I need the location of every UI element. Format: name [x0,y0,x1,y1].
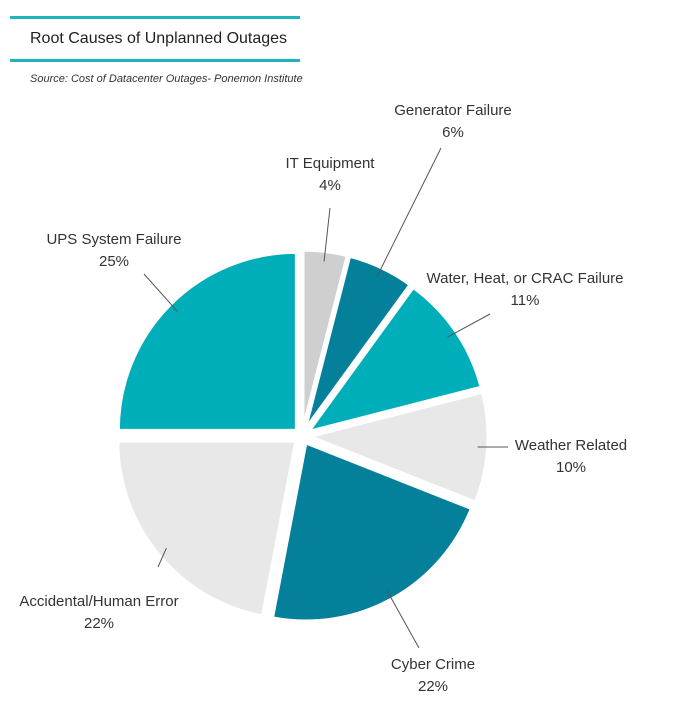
slice-value-label: 25% [99,253,129,270]
leader-line [447,313,491,338]
slice-label: UPS System Failure [46,231,181,248]
slice-label: Generator Failure [394,102,512,119]
pie-slice [116,439,298,618]
title-rule-top [10,16,300,19]
leader-line [323,207,331,262]
slice-value-label: 4% [319,177,341,194]
leader-line [143,273,178,312]
leader-line [386,589,420,649]
chart-title: Root Causes of Unplanned Outages [30,30,288,47]
pie-slice [116,250,298,432]
leader-line [376,147,442,277]
slice-value-label: 6% [442,124,464,141]
slice-value-label: 22% [418,678,448,695]
slice-value-label: 10% [556,459,586,476]
slice-value-label: 22% [84,615,114,632]
title-rule-bottom [10,59,300,62]
pie-slice [304,285,483,434]
slice-label: IT Equipment [286,155,376,172]
slice-label: Cyber Crime [391,656,475,673]
pie-slice [305,390,490,504]
slice-label: Water, Heat, or CRAC Failure [427,270,624,287]
slice-label: Weather Related [515,437,627,454]
leader-line [157,547,167,568]
slice-value-label: 11% [511,292,540,309]
chart-source: Source: Cost of Datacenter Outages- Pone… [30,73,303,85]
slice-label: Accidental/Human Error [19,593,178,610]
